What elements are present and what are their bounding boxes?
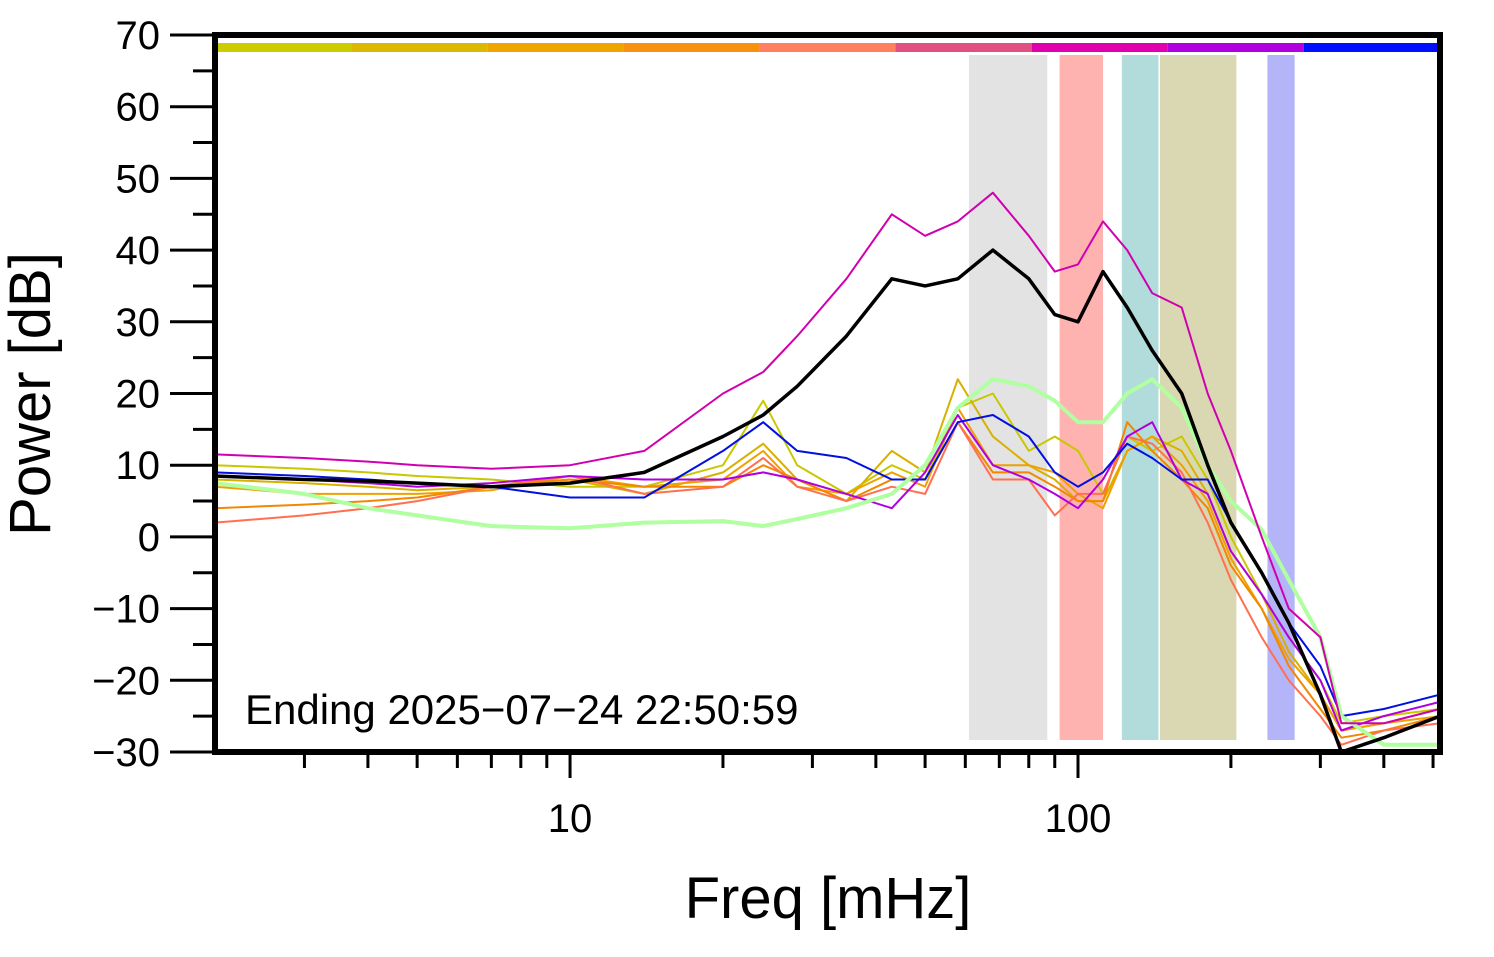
series-line xyxy=(215,377,1440,747)
color-bar-segment xyxy=(351,43,488,52)
series-lines xyxy=(215,191,1440,752)
x-axis-title: Freq [mHz] xyxy=(685,866,972,931)
y-tick-label: −20 xyxy=(92,659,160,703)
color-bar-segment xyxy=(623,43,760,52)
color-bar-segment xyxy=(895,43,1032,52)
y-tick-label: −10 xyxy=(92,588,160,632)
series-line xyxy=(215,191,1440,725)
plot-frame xyxy=(212,32,1443,755)
color-bar-segment xyxy=(215,43,352,52)
frequency-band xyxy=(1059,55,1104,740)
annotation: Ending 2025−07−24 22:50:59 xyxy=(245,686,799,733)
series-line xyxy=(215,414,1440,732)
x-tick-label: 100 xyxy=(1045,797,1112,841)
color-bar-segment xyxy=(487,43,624,52)
y-tick-label: 70 xyxy=(116,14,161,58)
color-bar-segment xyxy=(1167,43,1304,52)
y-tick-label: 60 xyxy=(116,86,161,130)
y-tick-label: 10 xyxy=(116,444,161,488)
series-line xyxy=(215,392,1440,725)
y-tick-label: −30 xyxy=(92,731,160,775)
color-bar-segment xyxy=(1303,43,1440,52)
y-tick-label: 20 xyxy=(116,373,161,417)
y-tick-label: 50 xyxy=(116,157,161,201)
color-bar-segment xyxy=(1031,43,1168,52)
series-line xyxy=(215,248,1440,752)
y-tick-label: 40 xyxy=(116,229,161,273)
y-axis-title: Power [dB] xyxy=(0,252,63,536)
color-bar-segment xyxy=(759,43,896,52)
frequency-band xyxy=(1121,55,1159,740)
y-tick-label: 0 xyxy=(138,516,160,560)
x-tick-label: 10 xyxy=(548,797,593,841)
y-tick-label: 30 xyxy=(116,301,161,345)
plot-background xyxy=(215,43,1440,740)
series-line xyxy=(215,378,1440,732)
